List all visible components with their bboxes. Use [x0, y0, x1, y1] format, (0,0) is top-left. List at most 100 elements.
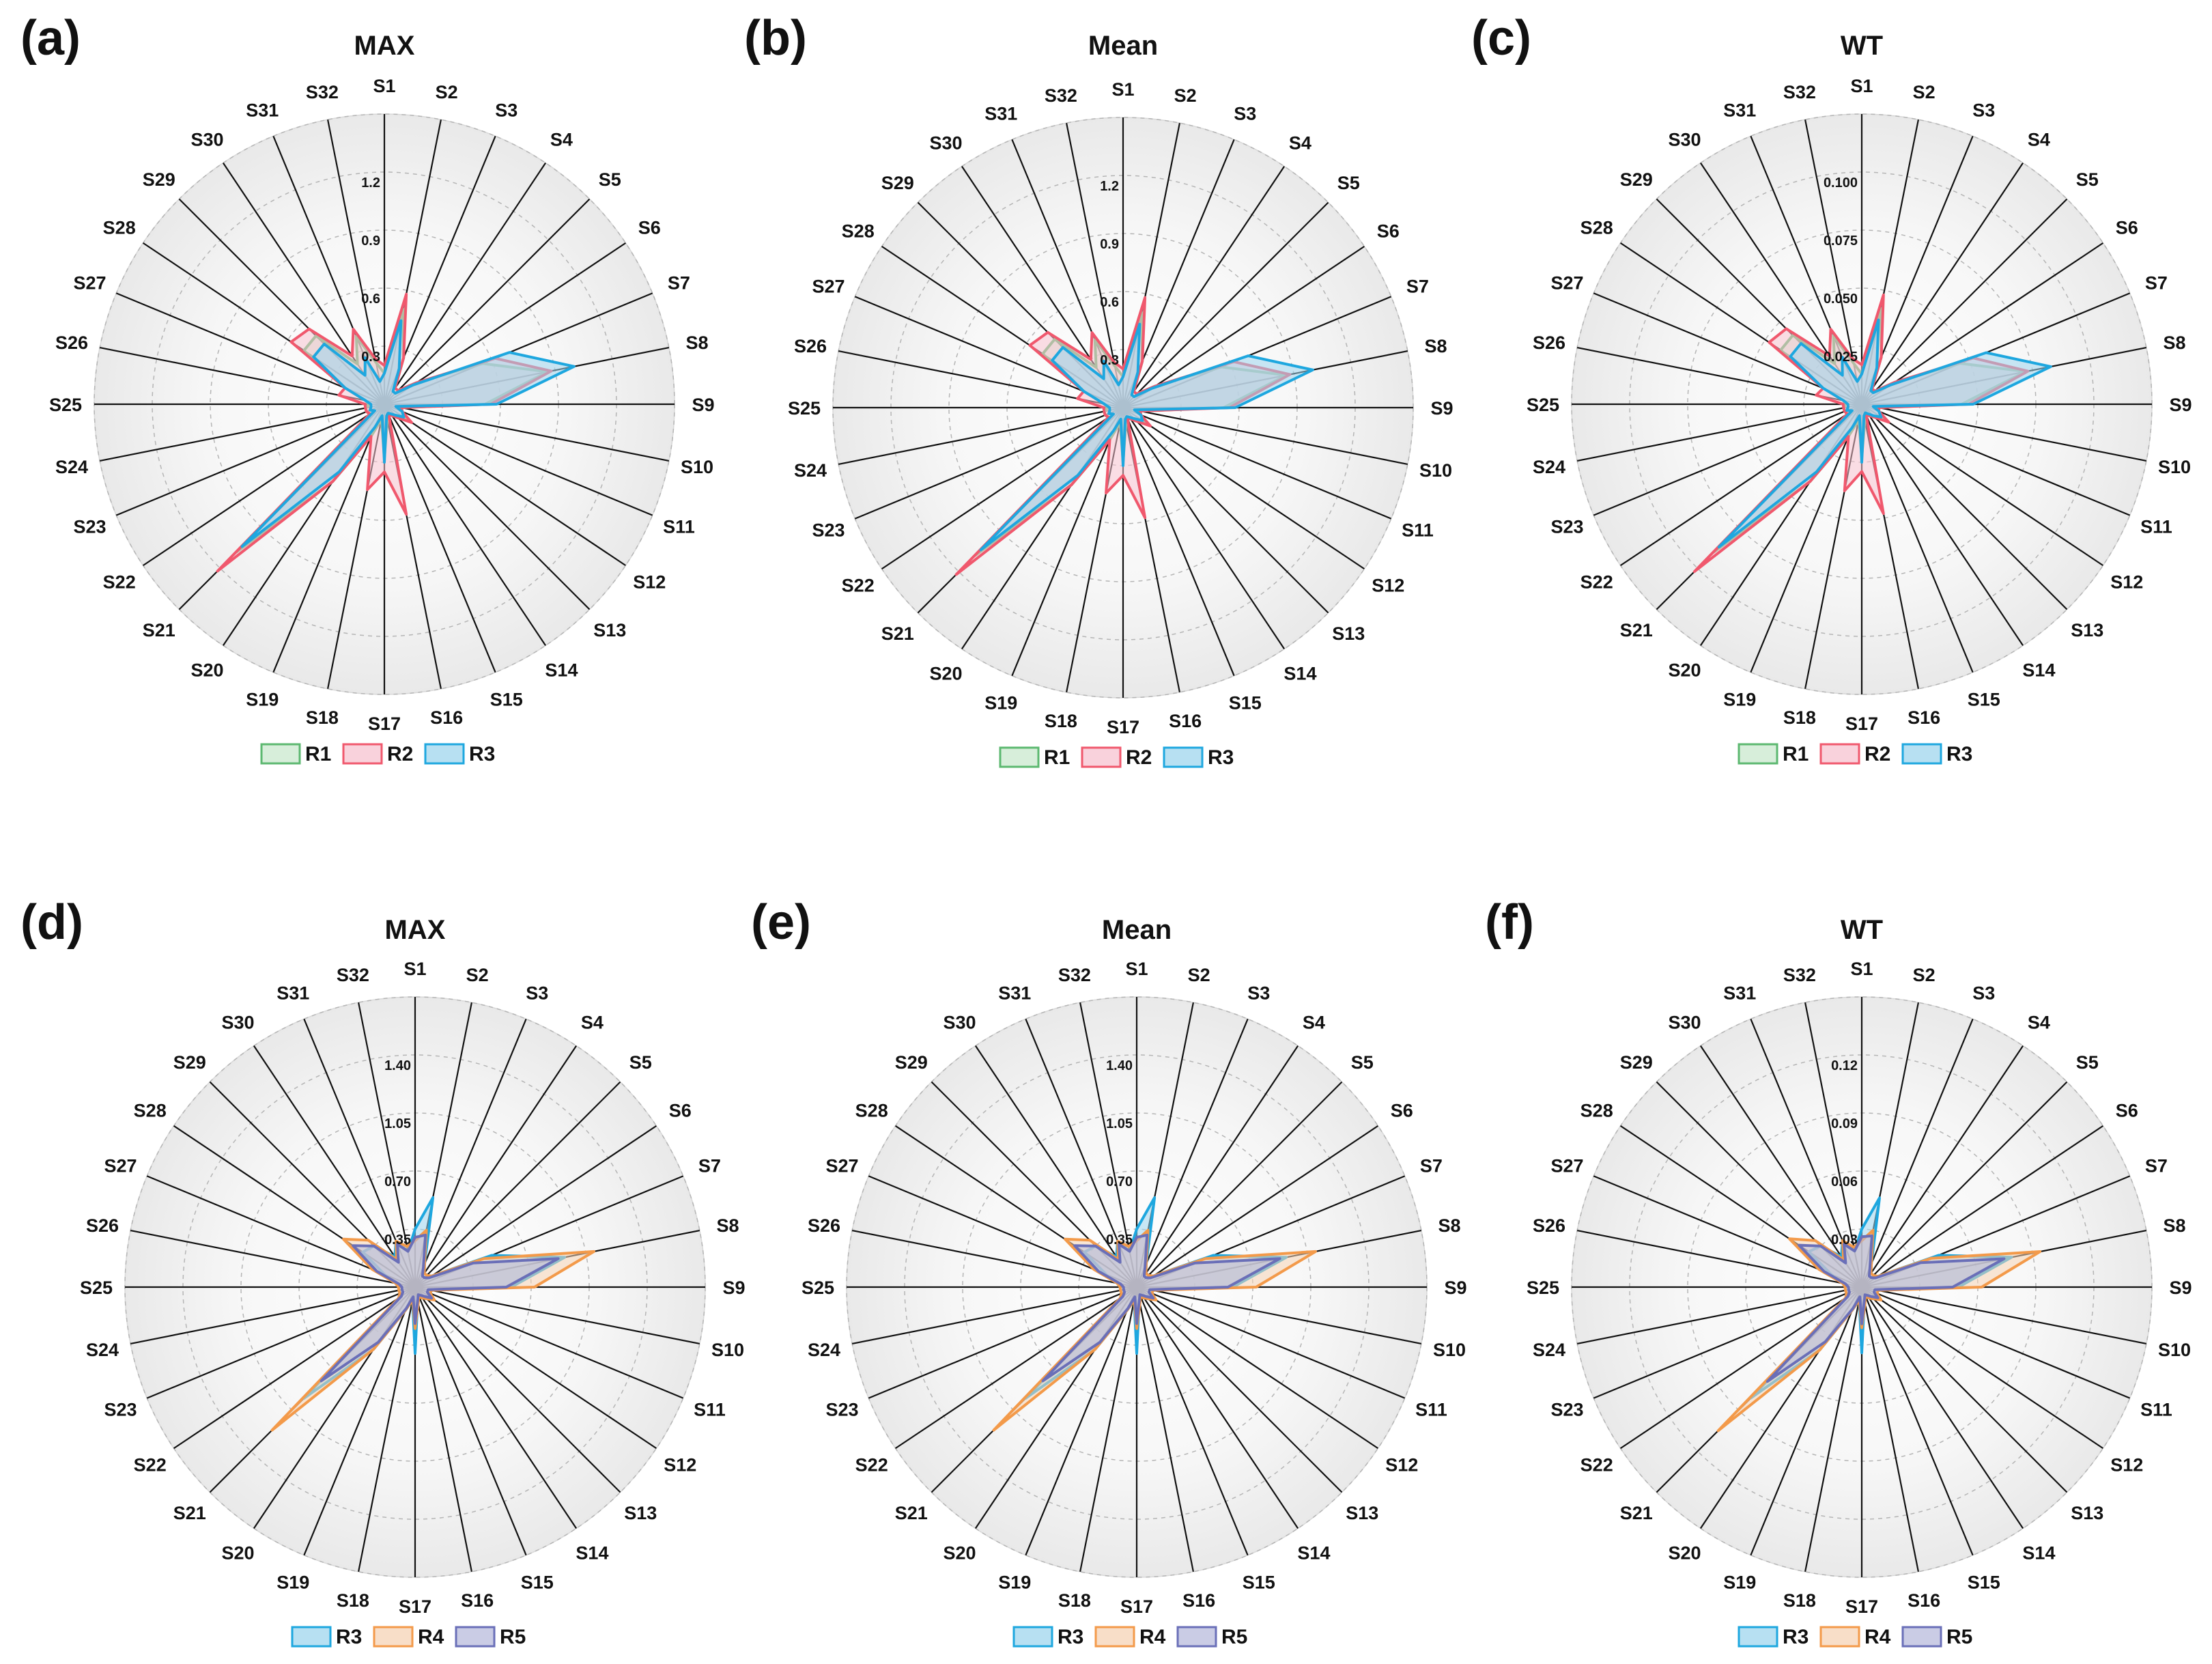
spoke-label-s26: S26 — [1533, 333, 1565, 353]
spoke-line — [1576, 1230, 1862, 1288]
spoke-label-s10: S10 — [1419, 460, 1452, 481]
spoke-label-s29: S29 — [881, 173, 914, 193]
spoke-label-s1: S1 — [1125, 959, 1148, 979]
spoke-line — [1804, 1002, 1863, 1288]
spoke-line — [130, 1230, 416, 1288]
spoke-label-s29: S29 — [173, 1052, 206, 1073]
radar-panel-2: (b) Mean S1 S2 S3 S4 S5 S6 S7 S8 S9 S10 S11 S12 S13 S14… — [744, 11, 1454, 769]
spoke-label-s9: S9 — [692, 395, 714, 415]
spoke-line — [1860, 404, 1974, 673]
spoke-line — [1136, 1045, 1299, 1288]
spoke-label-s9: S9 — [1444, 1278, 1466, 1298]
series-r5-polygon — [1041, 1233, 1281, 1383]
tick-label: 1.40 — [1106, 1058, 1133, 1073]
spoke-line — [384, 242, 626, 405]
spoke-label-s8: S8 — [1438, 1215, 1461, 1236]
legend-swatch-r3 — [291, 1626, 332, 1648]
spoke-line — [1025, 1286, 1138, 1556]
panel-title: Mean — [1102, 915, 1172, 945]
spoke-label-s10: S10 — [711, 1340, 744, 1360]
spoke-label-s22: S22 — [842, 575, 875, 595]
spoke-label-s18: S18 — [337, 1590, 369, 1611]
series-r3-polygon — [979, 322, 1314, 552]
spoke-label-s6: S6 — [1391, 1101, 1413, 1121]
spoke-line — [253, 1045, 416, 1288]
spoke-label-s3: S3 — [1234, 104, 1256, 124]
spoke-line — [414, 1286, 621, 1493]
legend-label-r2: R2 — [1126, 746, 1152, 769]
spoke-line — [1861, 403, 2131, 516]
spoke-label-s7: S7 — [2145, 1155, 2168, 1176]
spoke-label-s4: S4 — [2028, 1013, 2050, 1033]
spoke-label-s2: S2 — [466, 965, 489, 985]
spoke-label-s23: S23 — [826, 1400, 859, 1420]
radar-panel-3: (c) WT S1 S2 S3 S4 S5 S6 S7 S8 S9 S10 S11 S12 S13 S14 S1… — [1471, 11, 2192, 765]
spoke-label-s31: S31 — [998, 983, 1031, 1004]
spoke-label-s13: S13 — [2071, 1503, 2103, 1523]
tick-label: 0.09 — [1831, 1116, 1858, 1131]
spoke-label-s6: S6 — [638, 218, 661, 238]
spoke-label-s7: S7 — [1420, 1155, 1443, 1176]
spoke-label-s16: S16 — [1182, 1590, 1215, 1611]
spoke-line — [384, 404, 626, 567]
spoke-line — [838, 406, 1124, 465]
tick-label: 0.100 — [1824, 175, 1858, 191]
spoke-label-s28: S28 — [103, 218, 136, 238]
spoke-label-s13: S13 — [1346, 1503, 1378, 1523]
spoke-label-s26: S26 — [794, 336, 827, 356]
spoke-label-s25: S25 — [1527, 1278, 1559, 1298]
spoke-line — [1122, 201, 1329, 408]
spoke-label-s15: S15 — [1968, 1572, 2000, 1592]
tick-label: 0.3 — [1100, 353, 1119, 368]
legend-label-r5: R5 — [1946, 1626, 1972, 1648]
spoke-label-s19: S19 — [998, 1572, 1031, 1592]
spoke-label-s30: S30 — [1669, 130, 1701, 150]
spoke-line — [1136, 1286, 1406, 1399]
spoke-line — [1122, 407, 1329, 614]
spoke-line — [115, 292, 385, 406]
spoke-label-s28: S28 — [855, 1101, 888, 1121]
spoke-line — [414, 1286, 578, 1529]
legend-label-r4: R4 — [418, 1626, 444, 1648]
spoke-label-s26: S26 — [55, 333, 88, 353]
spoke-label-s1: S1 — [1111, 79, 1134, 100]
legend-swatch-r2 — [1081, 746, 1122, 768]
spoke-label-s5: S5 — [599, 169, 621, 190]
spoke-line — [414, 1286, 657, 1450]
legend-swatch-r2 — [1819, 743, 1860, 765]
spoke-label-s17: S17 — [1845, 1596, 1878, 1617]
spoke-label-s1: S1 — [403, 959, 426, 979]
spoke-line — [1860, 1286, 1919, 1573]
spoke-line — [854, 406, 1124, 520]
spoke-label-s16: S16 — [1169, 711, 1202, 731]
spoke-label-s20: S20 — [222, 1542, 255, 1563]
spoke-line — [1860, 1018, 1974, 1288]
legend-swatch-r1 — [1738, 743, 1778, 765]
radar-panel-4: (d) MAX S1 S2 S3 S4 S5 S6 S7 S8 S9 S10 S11 S12 S13 S14 S… — [20, 895, 746, 1648]
spoke-label-s6: S6 — [669, 1101, 692, 1121]
spoke-label-s20: S20 — [930, 663, 963, 683]
spoke-line — [358, 1002, 416, 1288]
spoke-label-s29: S29 — [1620, 169, 1653, 190]
spoke-label-s13: S13 — [1332, 623, 1365, 644]
legend-swatch-r5 — [1901, 1626, 1942, 1648]
spoke-label-s3: S3 — [1972, 983, 1995, 1004]
spoke-label-s11: S11 — [663, 517, 695, 537]
tick-label: 0.6 — [361, 292, 380, 307]
spoke-line — [1750, 1286, 1863, 1556]
spoke-label-s25: S25 — [80, 1278, 113, 1298]
spoke-label-s25: S25 — [49, 395, 82, 415]
spoke-label-s13: S13 — [2071, 620, 2103, 640]
spoke-label-s27: S27 — [104, 1155, 137, 1176]
spoke-label-s21: S21 — [143, 620, 175, 640]
spoke-label-s28: S28 — [1580, 218, 1613, 238]
spoke-line — [384, 163, 547, 405]
spoke-label-s26: S26 — [86, 1215, 119, 1236]
spoke-label-s15: S15 — [1229, 692, 1262, 713]
spoke-line — [1576, 347, 1862, 406]
tick-label: 0.6 — [1100, 295, 1119, 310]
spoke-label-s11: S11 — [2140, 1400, 2172, 1420]
spoke-line — [1861, 163, 2024, 405]
spoke-label-s23: S23 — [1551, 1400, 1584, 1420]
spoke-label-s10: S10 — [2158, 457, 2191, 477]
